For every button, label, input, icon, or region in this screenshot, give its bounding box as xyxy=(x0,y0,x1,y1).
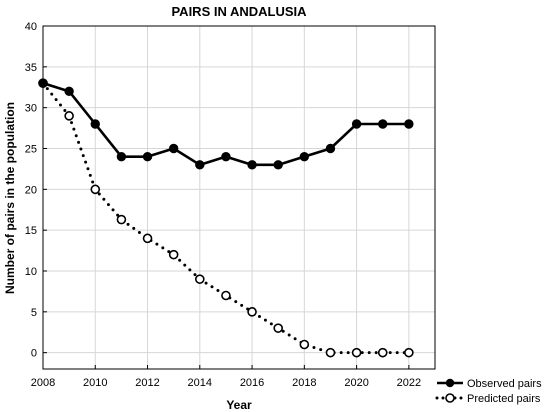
observed-pairs-point xyxy=(325,143,336,154)
predicted-pairs-point xyxy=(377,347,388,358)
x-tick-label: 2012 xyxy=(135,377,159,389)
observed-pairs-point xyxy=(273,160,283,170)
observed-pairs-point xyxy=(168,143,179,154)
predicted-pairs-point xyxy=(299,339,310,350)
observed-pairs-point xyxy=(351,119,362,129)
plot-frame xyxy=(42,25,436,370)
observed-pairs-point xyxy=(221,151,231,162)
x-tick-label: 2018 xyxy=(292,377,316,389)
predicted-pairs-point xyxy=(325,347,336,358)
predicted-pairs-point xyxy=(247,307,257,317)
observed-pairs-point xyxy=(404,119,414,129)
legend-predicted-pairs-label: Predicted pairs xyxy=(467,393,541,405)
x-tick-label: 2008 xyxy=(31,377,55,389)
predicted-pairs-point xyxy=(116,214,127,225)
y-tick-label: 25 xyxy=(25,144,37,156)
predicted-pairs-point xyxy=(168,249,179,260)
observed-pairs-point xyxy=(90,119,100,129)
legend-predicted-pairs-marker xyxy=(445,393,455,403)
observed-pairs-point xyxy=(378,119,388,129)
observed-pairs-point xyxy=(142,151,153,162)
y-tick-label: 40 xyxy=(25,21,37,33)
observed-pairs-point xyxy=(64,86,74,97)
y-tick-label: 5 xyxy=(31,307,37,319)
series-layer xyxy=(38,78,414,358)
legend-observed-pairs-marker xyxy=(445,378,455,388)
predicted-pairs-point xyxy=(351,347,362,358)
predicted-pairs-point xyxy=(404,347,414,358)
y-tick-label: 15 xyxy=(25,225,37,237)
predicted-pairs-point xyxy=(221,290,231,301)
y-tick-label: 35 xyxy=(25,62,37,74)
x-tick-label: 2010 xyxy=(83,377,107,389)
x-axis-label: Year xyxy=(226,398,252,412)
y-axis-label: Number of pairs in the population xyxy=(3,102,17,294)
legend-observed-pairs-label: Observed pairs xyxy=(467,378,542,390)
y-tick-label: 30 xyxy=(25,103,37,115)
x-tick-label: 2016 xyxy=(240,377,264,389)
y-tick-label: 20 xyxy=(25,184,37,196)
legend: Observed pairs Predicted pairs xyxy=(435,378,542,405)
observed-pairs-point xyxy=(299,151,310,162)
predicted-pairs-point xyxy=(195,274,205,284)
y-tick-label: 10 xyxy=(25,266,37,278)
predicted-pairs-point xyxy=(64,111,74,121)
tick-labels: 2008 2010 2012 2014 2016 2018 2020 2022 0 5 10 15 20… xyxy=(25,21,421,389)
observed-pairs-point xyxy=(116,151,127,162)
y-tick-label: 0 xyxy=(31,348,37,360)
observed-pairs-point xyxy=(247,160,257,170)
predicted-pairs-point xyxy=(273,323,284,333)
predicted-pairs-line xyxy=(41,81,411,355)
chart-title: PAIRS IN ANDALUSIA xyxy=(171,4,307,19)
x-tick-label: 2020 xyxy=(344,377,368,389)
grid-lines xyxy=(42,25,435,369)
predicted-pairs-point xyxy=(90,184,101,195)
observed-pairs-point xyxy=(195,160,205,170)
x-tick-label: 2022 xyxy=(397,377,421,389)
predicted-pairs-point xyxy=(142,233,153,244)
x-tick-label: 2014 xyxy=(188,377,212,389)
